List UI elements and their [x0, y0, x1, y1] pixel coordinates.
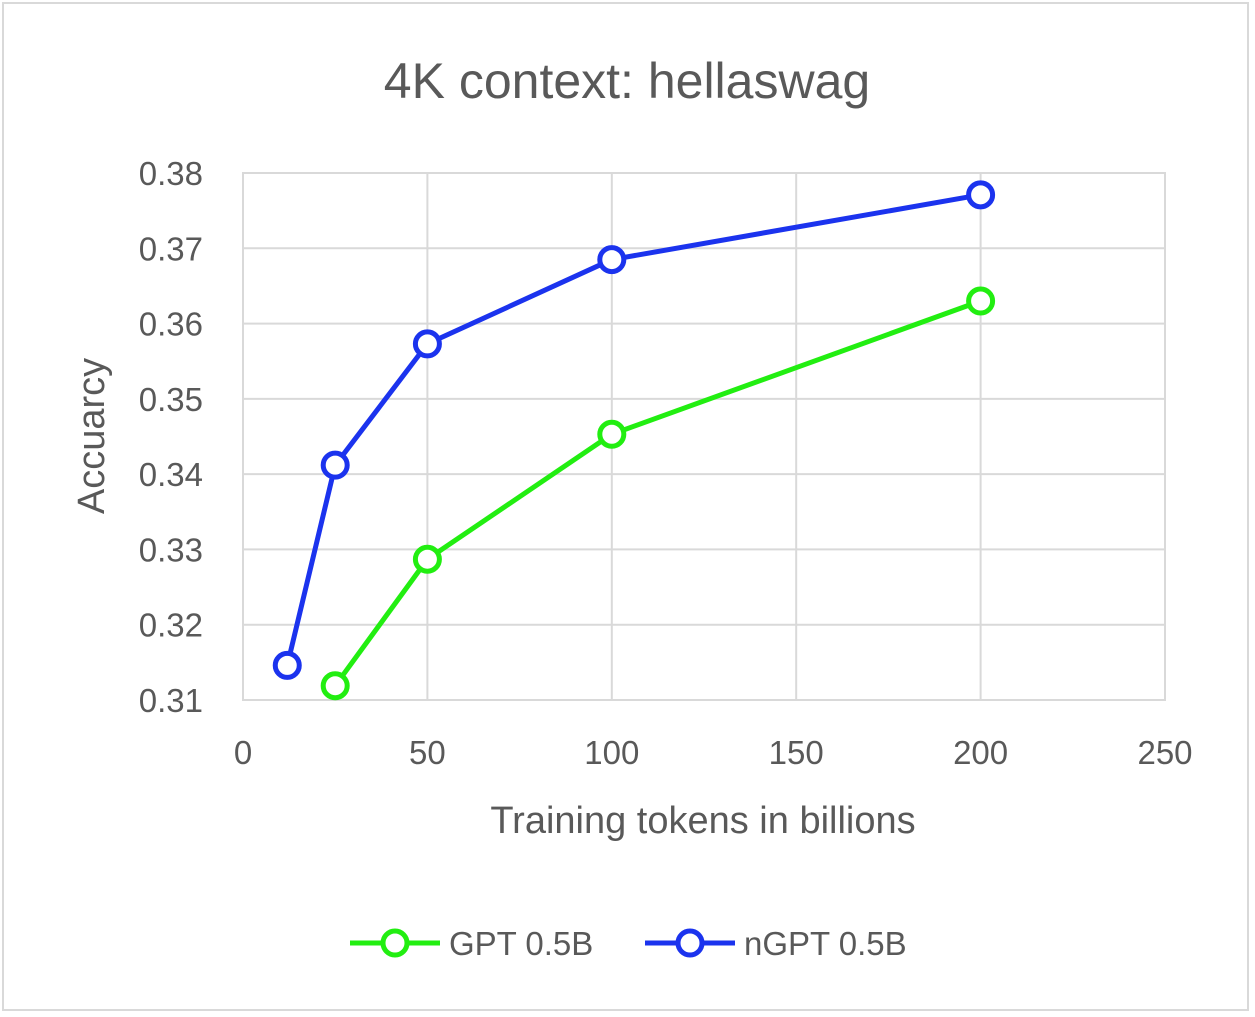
data-point — [412, 544, 442, 574]
series-gpt — [320, 286, 996, 701]
data-point — [966, 286, 996, 316]
x-tick-label: 150 — [769, 734, 824, 771]
series-layer — [272, 180, 996, 701]
y-tick-label: 0.37 — [139, 230, 203, 267]
series-ngpt — [272, 180, 996, 680]
legend-label: GPT 0.5B — [449, 925, 593, 962]
legend-marker — [380, 928, 410, 958]
plot-area-border — [242, 172, 1166, 701]
y-tick-label: 0.34 — [139, 456, 203, 493]
y-tick-label: 0.33 — [139, 531, 203, 568]
y-tick-label: 0.36 — [139, 306, 203, 343]
data-point — [412, 329, 442, 359]
x-tick-label: 0 — [234, 734, 252, 771]
x-tick-label: 100 — [584, 734, 639, 771]
legend-item: GPT 0.5B — [350, 925, 593, 962]
data-point — [320, 671, 350, 701]
y-tick-label: 0.32 — [139, 607, 203, 644]
legend: GPT 0.5B nGPT 0.5B — [350, 925, 907, 962]
legend-marker — [675, 928, 705, 958]
data-point — [966, 180, 996, 210]
data-point — [597, 245, 627, 275]
y-axis-tick-labels: 0.31 0.32 0.33 0.34 0.35 0.36 0.37 0.38 — [139, 155, 203, 719]
x-axis-title: Training tokens in billions — [490, 800, 915, 842]
y-axis-title: Accuarcy — [71, 358, 113, 514]
data-point — [320, 450, 350, 480]
y-tick-label: 0.35 — [139, 381, 203, 418]
legend-label: nGPT 0.5B — [744, 925, 907, 962]
x-tick-label: 250 — [1137, 734, 1192, 771]
x-tick-label: 200 — [953, 734, 1008, 771]
legend-item: nGPT 0.5B — [645, 925, 907, 962]
series-line — [332, 298, 984, 689]
x-tick-label: 50 — [409, 734, 446, 771]
y-tick-label: 0.38 — [139, 155, 203, 192]
series-line — [284, 192, 984, 668]
data-point — [272, 650, 302, 680]
data-point — [597, 419, 627, 449]
y-tick-label: 0.31 — [139, 682, 203, 719]
chart-title: 4K context: hellaswag — [384, 53, 870, 109]
x-axis-tick-labels: 0 50 100 150 200 250 — [234, 734, 1193, 771]
